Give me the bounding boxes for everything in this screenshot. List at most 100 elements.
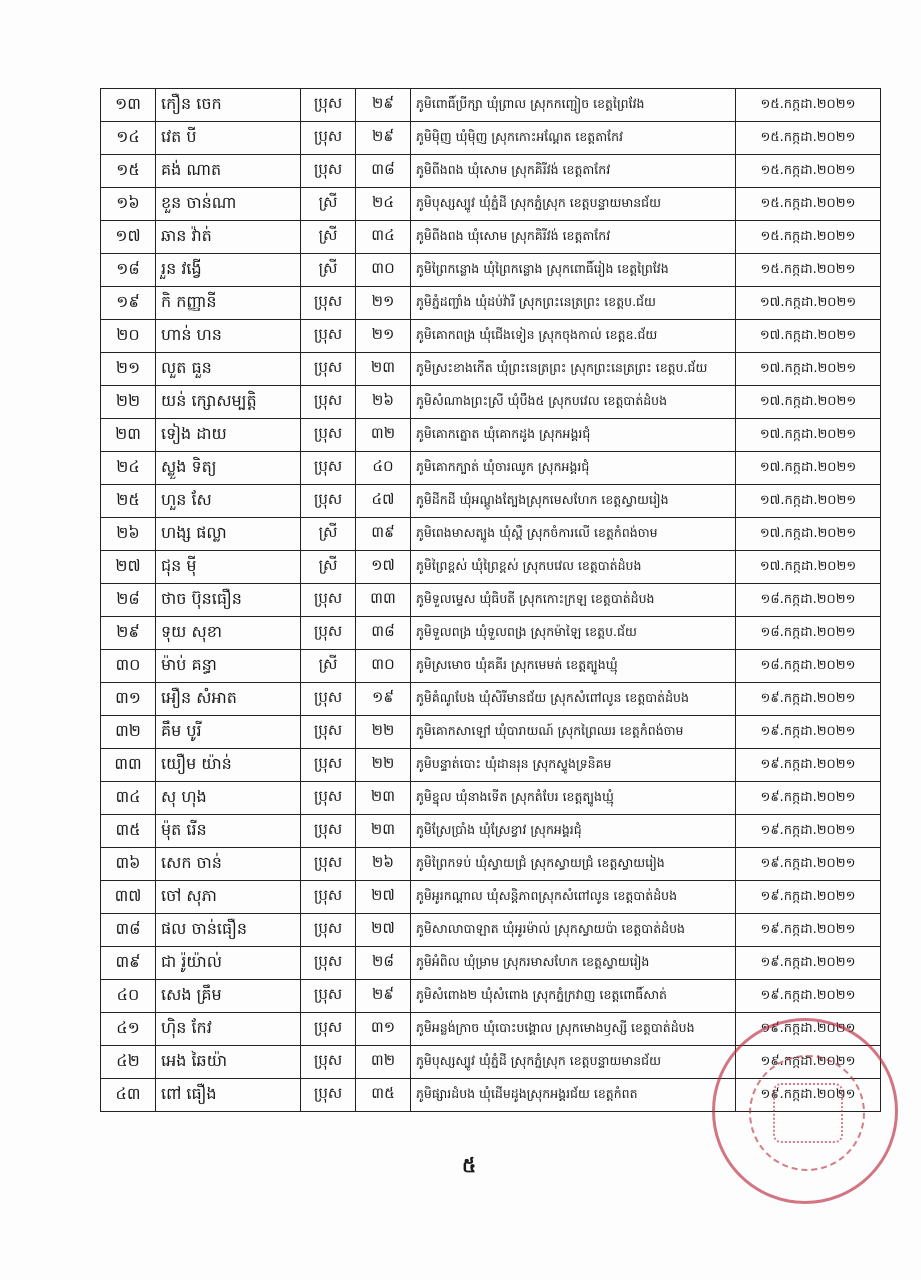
row-number-cell: ២៦ <box>100 517 156 551</box>
sex-cell: ប្រុស <box>300 616 356 650</box>
table-row: ៣០ ម៉ាប់ គន្ធា ស្រី ៣០ ភូមិស្រមោច ឃុំគគីរ ស្… <box>100 649 881 683</box>
table-row: ៣៤ សុ ហុង ប្រុស ២៣ ភូមិខ្នុល ឃុំនាងទើត ស្រុក… <box>100 781 881 815</box>
date-cell: ១៥.កក្កដា.២០២១ <box>735 88 881 122</box>
person-name-cell: គង់ ណាត <box>155 154 301 188</box>
address-cell: ភូមិបន្ទាត់បោះ ឃុំដានរុន ស្រុកស្ទូងទ្រនិ… <box>410 748 736 782</box>
age-cell: ៣០ <box>355 253 411 287</box>
person-name-cell: សេង គ្រឹម <box>155 979 301 1013</box>
table-row: ១៩ កិ កញ្ញានី ប្រុស ២១ ភូមិភ្នំដញ្ចាំង ឃុំដប… <box>100 286 881 320</box>
table-row: ២១ លួត ធួន ប្រុស ២៣ ភូមិស្រះខាងកើត ឃុំព្រះនេ… <box>100 352 881 386</box>
date-cell: ១៩.កក្កដា.២០២១ <box>735 781 881 815</box>
row-number-cell: ១៦ <box>100 187 156 221</box>
row-number-cell: ៣១ <box>100 682 156 716</box>
person-name-cell: ចៅ សុភា <box>155 880 301 914</box>
row-number-cell: ២០ <box>100 319 156 353</box>
sex-cell: ប្រុស <box>300 418 356 452</box>
address-cell: ភូមិសំណាងព្រះស្រី ឃុំបឹង៥ ស្រុកបវេល ខេត្… <box>410 385 736 419</box>
age-cell: ៣៨ <box>355 154 411 188</box>
sex-cell: ប្រុស <box>300 583 356 617</box>
row-number-cell: ៣៩ <box>100 946 156 980</box>
date-cell: ១៥.កក្កដា.២០២១ <box>735 154 881 188</box>
sex-cell: ប្រុស <box>300 352 356 386</box>
date-cell: ១៨.កក្កដា.២០២១ <box>735 583 881 617</box>
address-cell: ភូមិព្រៃខ្ពស់ ឃុំព្រៃខ្ពស់ ស្រុកបវេល ខេត… <box>410 550 736 584</box>
address-cell: ភូមិស្រះខាងកើត ឃុំព្រះនេត្រព្រះ ស្រុកព្រ… <box>410 352 736 386</box>
table-row: ៣៣ យឿម យ៉ាន់ ប្រុស ២២ ភូមិបន្ទាត់បោះ ឃុំដានរ… <box>100 748 881 782</box>
person-name-cell: ខួន ចាន់ណា <box>155 187 301 221</box>
row-number-cell: ១៤ <box>100 121 156 155</box>
age-cell: ២៩ <box>355 88 411 122</box>
sex-cell: ស្រី <box>300 187 356 221</box>
date-cell: ១៧.កក្កដា.២០២១ <box>735 550 881 584</box>
date-cell: ១៨.កក្កដា.២០២១ <box>735 616 881 650</box>
date-cell: ១៥.កក្កដា.២០២១ <box>735 220 881 254</box>
row-number-cell: ២៣ <box>100 418 156 452</box>
date-cell: ១៩.កក្កដា.២០២១ <box>735 913 881 947</box>
table-row: ២៩ ទុយ សុខា ប្រុស ៣៨ ភូមិទួលពង្រ ឃុំទួលពង្រ … <box>100 616 881 650</box>
date-cell: ១៩.កក្កដា.២០២១ <box>735 814 881 848</box>
row-number-cell: ១៩ <box>100 286 156 320</box>
sex-cell: ប្រុស <box>300 1078 356 1112</box>
date-cell: ១៩.កក្កដា.២០២១ <box>735 847 881 881</box>
age-cell: ១៧ <box>355 550 411 584</box>
table-row: ៣២ គឹម បូរី ប្រុស ២២ ភូមិគោកសាឡៅ ឃុំបារាយណ៍ … <box>100 715 881 749</box>
row-number-cell: ៣៤ <box>100 781 156 815</box>
table-row: ១៦ ខួន ចាន់ណា ស្រី ២៤ ភូមិបុស្សស្បូវ ឃុំភ្នំ… <box>100 187 881 221</box>
person-name-cell: យឿម យ៉ាន់ <box>155 748 301 782</box>
age-cell: ៣៤ <box>355 220 411 254</box>
sex-cell: ប្រុស <box>300 121 356 155</box>
address-cell: ភូមិបុស្សស្បូវ ឃុំភ្នំដី ស្រុកភ្នំស្រុក … <box>410 1045 736 1079</box>
person-name-cell: ហ៊ិន កែវ <box>155 1012 301 1046</box>
sex-cell: ប្រុស <box>300 385 356 419</box>
person-name-cell: ហួន សែ <box>155 484 301 518</box>
date-cell: ១៧.កក្កដា.២០២១ <box>735 451 881 485</box>
sex-cell: ស្រី <box>300 220 356 254</box>
person-name-cell: ថាច ប៊ុនធឿន <box>155 583 301 617</box>
age-cell: ២៣ <box>355 814 411 848</box>
address-cell: ភូមិស្រមោច ឃុំគគីរ ស្រុកមេមត់ ខេត្តត្បូង… <box>410 649 736 683</box>
address-cell: ភូមិព្រៃកន្លោង ឃុំព្រៃកន្លោង ស្រុកពោធិ៍រ… <box>410 253 736 287</box>
address-cell: ភូមិគំណូបែង ឃុំសិរីមានជ័យ ស្រុកសំពៅលូន ខ… <box>410 682 736 716</box>
address-cell: ភូមិព្រៃកទប់ ឃុំស្វាយជ្រំ ស្រុកស្វាយជ្រំ… <box>410 847 736 881</box>
person-name-cell: លួត ធួន <box>155 352 301 386</box>
date-cell: ១៧.កក្កដា.២០២១ <box>735 319 881 353</box>
age-cell: ២៣ <box>355 781 411 815</box>
address-cell: ភូមិអន្លង់ក្រាច ឃុំបោះបង្គោល ស្រុកមោងឫស្… <box>410 1012 736 1046</box>
table-row: ៤០ សេង គ្រឹម ប្រុស ២៩ ភូមិសំពោង២ ឃុំសំពោង ស្… <box>100 979 881 1013</box>
date-cell: ១៥.កក្កដា.២០២១ <box>735 187 881 221</box>
date-cell: ១៩.កក្កដា.២០២១ <box>735 880 881 914</box>
sex-cell: ប្រុស <box>300 154 356 188</box>
official-seal-stamp-icon <box>712 1018 898 1204</box>
person-name-cell: កិ កញ្ញានី <box>155 286 301 320</box>
registry-table-body: ១៣ កឿន ចេក ប្រុស ២៩ ភូមិពោធិ៍ប្រីក្សា ឃុំព្រ… <box>100 88 881 1112</box>
sex-cell: ស្រី <box>300 253 356 287</box>
table-row: ៣៥ ម៉ុត រើន ប្រុស ២៣ ភូមិស្រែប្រាំង ឃុំស្រែខ… <box>100 814 881 848</box>
age-cell: ៣២ <box>355 1045 411 1079</box>
age-cell: ២៣ <box>355 352 411 386</box>
table-row: ២៣ ទៀង ដាយ ប្រុស ៣២ ភូមិគោកត្នោត ឃុំគោកដូង ស… <box>100 418 881 452</box>
sex-cell: ប្រុស <box>300 286 356 320</box>
address-cell: ភូមិទួលម្ទេស ឃុំធិបតី ស្រុកកោះក្រឡ ខេត្ត… <box>410 583 736 617</box>
sex-cell: ប្រុស <box>300 1012 356 1046</box>
address-cell: ភូមិពេងមាសត្បូង ឃុំស្ពឺ ស្រុកចំការលើ ខេត… <box>410 517 736 551</box>
date-cell: ១៩.កក្កដា.២០២១ <box>735 946 881 980</box>
age-cell: ២២ <box>355 715 411 749</box>
row-number-cell: ២៥ <box>100 484 156 518</box>
date-cell: ១៧.កក្កដា.២០២១ <box>735 286 881 320</box>
person-name-cell: សេក ចាន់ <box>155 847 301 881</box>
person-name-cell: ម៉ុត រើន <box>155 814 301 848</box>
row-number-cell: ១៥ <box>100 154 156 188</box>
table-row: ៣១ អឿន សំអាត ប្រុស ១៩ ភូមិគំណូបែង ឃុំសិរីមាន… <box>100 682 881 716</box>
date-cell: ១៧.កក្កដា.២០២១ <box>735 385 881 419</box>
seal-emblem <box>773 1083 843 1143</box>
row-number-cell: ៣២ <box>100 715 156 749</box>
row-number-cell: ២៧ <box>100 550 156 584</box>
table-row: ២៥ ហួន សែ ប្រុស ៤៧ ភូមិដីកដី ឃុំអណ្ដូងត្បែងស… <box>100 484 881 518</box>
row-number-cell: ២៨ <box>100 583 156 617</box>
age-cell: ២៤ <box>355 187 411 221</box>
age-cell: ៣២ <box>355 418 411 452</box>
age-cell: ២៧ <box>355 880 411 914</box>
person-name-cell: ទៀង ដាយ <box>155 418 301 452</box>
address-cell: ភូមិទួលពង្រ ឃុំទួលពង្រ ស្រុកម៉ាឡៃ ខេត្តប… <box>410 616 736 650</box>
person-name-cell: ហង្ស ផល្លា <box>155 517 301 551</box>
